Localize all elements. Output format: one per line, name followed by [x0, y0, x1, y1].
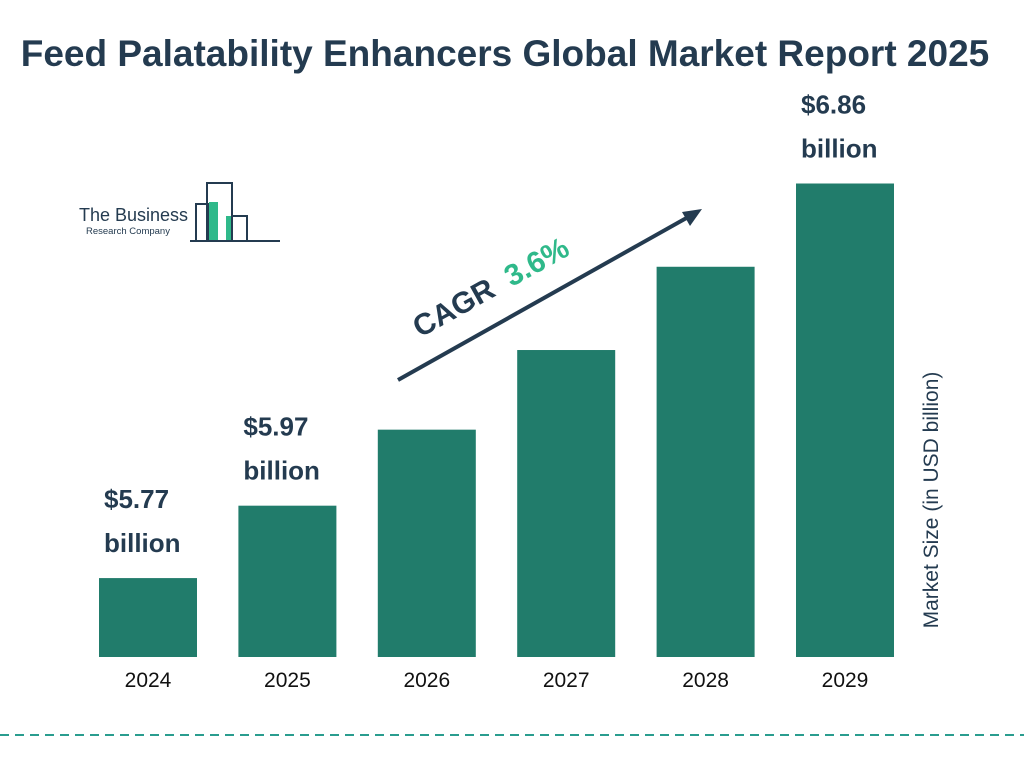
- cagr-label: CAGR: [407, 272, 501, 344]
- data-label-value: $5.97: [243, 412, 308, 442]
- chart-title: Feed Palatability Enhancers Global Marke…: [20, 33, 990, 74]
- bar-2027: [517, 350, 616, 657]
- data-label-unit: billion: [243, 456, 320, 486]
- bar-2025: [238, 505, 337, 657]
- company-logo: [190, 182, 280, 242]
- bar-2029: [796, 183, 894, 657]
- data-label-value: $6.86: [801, 90, 866, 120]
- y-axis-label: Market Size (in USD billion): [920, 371, 943, 629]
- cagr-arrow: [397, 209, 702, 382]
- bar-2028: [656, 266, 755, 657]
- cagr-value: 3.6%: [499, 231, 575, 293]
- x-tick-label: 2026: [403, 669, 450, 692]
- bar-2024: [99, 578, 197, 657]
- x-tick-label: 2028: [682, 669, 729, 692]
- data-label-unit: billion: [801, 134, 878, 164]
- data-label-value: $5.77: [104, 484, 169, 514]
- logo-text: The Business: [79, 205, 189, 225]
- x-tick-label: 2029: [822, 669, 869, 692]
- bar-2026: [377, 429, 476, 657]
- data-label-unit: billion: [104, 528, 181, 558]
- x-tick-label: 2025: [264, 669, 311, 692]
- x-tick-label: 2024: [125, 669, 172, 692]
- x-tick-label: 2027: [543, 669, 590, 692]
- logo-subtext: Research Company: [86, 226, 170, 237]
